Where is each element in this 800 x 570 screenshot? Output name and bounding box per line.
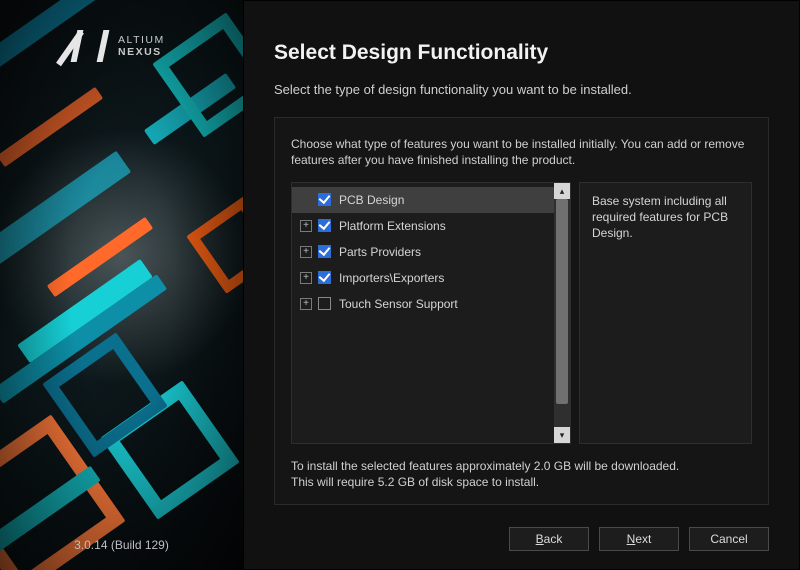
brand-logo: ALTIUM NEXUS: [72, 28, 165, 64]
expand-icon[interactable]: +: [300, 246, 312, 258]
brand-line1: ALTIUM: [118, 34, 165, 46]
scroll-up-icon[interactable]: ▴: [554, 183, 570, 199]
next-button[interactable]: Next: [599, 527, 679, 551]
expand-icon[interactable]: +: [300, 272, 312, 284]
scroll-thumb[interactable]: [556, 199, 568, 404]
installer-window: ALTIUM NEXUS 3.0.14 (Build 129) Select D…: [0, 0, 800, 570]
wizard-buttons: Back Next Cancel: [274, 527, 769, 551]
expand-spacer: [300, 194, 312, 206]
feature-checkbox[interactable]: [318, 245, 331, 258]
page-subtitle: Select the type of design functionality …: [274, 81, 769, 99]
expand-icon[interactable]: +: [300, 298, 312, 310]
feature-label: PCB Design: [339, 193, 404, 207]
feature-item[interactable]: + Importers\Exporters: [292, 265, 554, 291]
scroll-down-icon[interactable]: ▾: [554, 427, 570, 443]
feature-checkbox[interactable]: [318, 297, 331, 310]
feature-label: Touch Sensor Support: [339, 297, 458, 311]
brand-line2: NEXUS: [118, 46, 165, 58]
version-label: 3.0.14 (Build 129): [0, 538, 243, 552]
feature-panel: Choose what type of features you want to…: [274, 117, 769, 505]
download-size-line1: To install the selected features approxi…: [291, 458, 752, 474]
feature-tree[interactable]: PCB Design + Platform Extensions + Parts Pro…: [291, 182, 571, 444]
sidebar-graphic: ALTIUM NEXUS 3.0.14 (Build 129): [0, 0, 243, 570]
feature-item[interactable]: + Platform Extensions: [292, 213, 554, 239]
feature-label: Parts Providers: [339, 245, 421, 259]
cancel-button[interactable]: Cancel: [689, 527, 769, 551]
logo-mark-icon: [72, 28, 108, 64]
feature-checkbox[interactable]: [318, 193, 331, 206]
main-panel: Select Design Functionality Select the t…: [243, 0, 800, 570]
feature-description: Base system including all required featu…: [579, 182, 752, 444]
scroll-track[interactable]: [554, 199, 570, 427]
feature-label: Platform Extensions: [339, 219, 446, 233]
feature-checkbox[interactable]: [318, 219, 331, 232]
download-size-line2: This will require 5.2 GB of disk space t…: [291, 474, 752, 490]
page-title: Select Design Functionality: [274, 41, 769, 65]
feature-item[interactable]: + Touch Sensor Support: [292, 291, 554, 317]
expand-icon[interactable]: +: [300, 220, 312, 232]
feature-picker: PCB Design + Platform Extensions + Parts Pro…: [291, 182, 752, 444]
feature-checkbox[interactable]: [318, 271, 331, 284]
back-button[interactable]: Back: [509, 527, 589, 551]
feature-item[interactable]: + Parts Providers: [292, 239, 554, 265]
download-size-note: To install the selected features approxi…: [291, 458, 752, 490]
tree-scrollbar[interactable]: ▴ ▾: [554, 183, 570, 443]
feature-item[interactable]: PCB Design: [292, 187, 554, 213]
instructions-text: Choose what type of features you want to…: [291, 136, 752, 168]
feature-label: Importers\Exporters: [339, 271, 444, 285]
